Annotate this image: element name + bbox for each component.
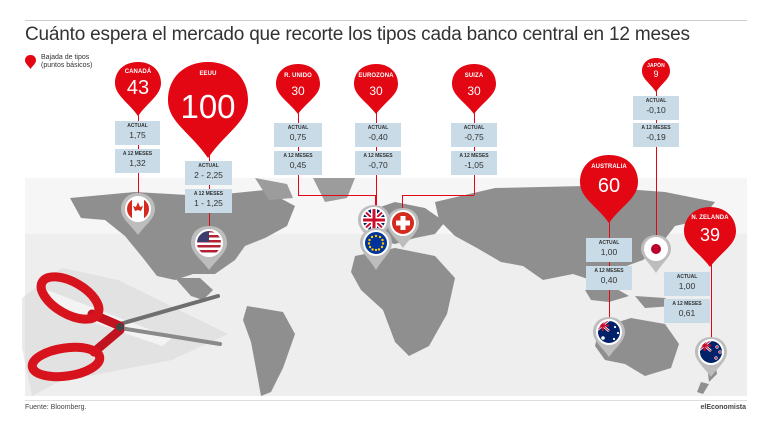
actual-label: ACTUAL [598, 240, 620, 246]
actual-label: ACTUAL [287, 125, 309, 131]
uk-rate-pin: R. UNIDO 30 [276, 64, 320, 114]
a12-label: A 12 MESES [641, 125, 671, 131]
page-title: Cuánto espera el mercado que recorte los… [25, 24, 690, 45]
a12-label: A 12 MESES [363, 153, 393, 159]
a12-label: A 12 MESES [193, 191, 224, 197]
japan-12m-value: -0,19 [646, 132, 666, 142]
canada-name: CANADÁ [124, 69, 152, 75]
uk-name: R. UNIDO [284, 73, 312, 79]
a12-label: A 12 MESES [122, 151, 153, 157]
australia-cut: 60 [597, 175, 621, 197]
japan-flag-pin [641, 235, 671, 273]
legend-label: Bajada de tipos (puntos básicos) [41, 54, 93, 69]
newzealand-flag-pin [695, 337, 727, 377]
swiss-connector-c [402, 195, 403, 215]
australia-actual-value: 1,00 [600, 247, 618, 257]
eurozone-12m-value: -0,70 [368, 160, 388, 170]
swiss-connector-b [402, 195, 474, 196]
swiss-actual-value: -0,75 [464, 132, 484, 142]
swiss-actual-box: ACTUAL -0,75 [451, 123, 497, 147]
uk-cut: 30 [291, 84, 305, 98]
scissors-icon [22, 268, 228, 396]
actual-label: ACTUAL [198, 163, 219, 169]
japan-connector [656, 80, 657, 240]
swiss-name: SUIZA [464, 73, 484, 79]
usa-actual-value: 2 - 2,25 [194, 170, 223, 180]
top-rule [25, 20, 747, 21]
japan-rate-pin: JAPÓN 9 [642, 58, 670, 92]
swiss-12m-box: A 12 MESES -1,05 [451, 151, 497, 175]
australia-actual-box: ACTUAL 1,00 [586, 238, 632, 262]
actual-label: ACTUAL [676, 274, 698, 280]
usa-12m-box: A 12 MESES 1 - 1,25 [185, 189, 232, 213]
usa-12m-value: 1 - 1,25 [194, 198, 223, 208]
eurozone-actual-box: ACTUAL -0,40 [355, 123, 401, 147]
a12-label: A 12 MESES [459, 153, 489, 159]
australia-12m-box: A 12 MESES 0,40 [586, 266, 632, 290]
usa-rate-pin: EEUU 100 [168, 62, 248, 158]
newzealand-12m-value: 0,61 [678, 308, 696, 318]
uk-actual-value: 0,75 [289, 132, 307, 142]
usa-name: EEUU [199, 71, 217, 77]
canada-rate-pin: CANADÁ 43 [115, 62, 161, 116]
swiss-12m-value: -1,05 [464, 160, 484, 170]
swiss-cut: 30 [467, 84, 481, 98]
uk-12m-box: A 12 MESES 0,45 [274, 151, 322, 175]
usa-flag-pin [191, 226, 227, 270]
australia-connector [609, 210, 610, 320]
australia-flag-pin [593, 317, 625, 357]
legend-pin-icon [25, 55, 36, 69]
canada-12m-value: 1,32 [129, 158, 146, 168]
a12-label: A 12 MESES [283, 153, 313, 159]
eurozone-12m-box: A 12 MESES -0,70 [355, 151, 401, 175]
japan-cut: 9 [653, 69, 659, 79]
brand-name: elEconomista [700, 404, 746, 411]
newzealand-cut: 39 [699, 225, 721, 245]
usa-connector [209, 140, 210, 234]
swiss-flag-pin [387, 208, 419, 248]
eurozone-flag-pin [360, 228, 392, 270]
australia-name: AUSTRALIA [591, 164, 627, 170]
a12-label: A 12 MESES [672, 301, 702, 307]
canada-cut: 43 [126, 77, 150, 99]
a12-label: A 12 MESES [594, 268, 624, 274]
japan-actual-value: -0,10 [646, 105, 666, 115]
actual-label: ACTUAL [367, 125, 389, 131]
uk-connector-a [298, 104, 299, 195]
uk-connector-c [375, 195, 376, 209]
canada-12m-box: A 12 MESES 1,32 [115, 149, 160, 173]
usa-cut: 100 [180, 88, 236, 125]
newzealand-actual-value: 1,00 [678, 281, 696, 291]
uk-12m-value: 0,45 [289, 160, 307, 170]
japan-12m-box: A 12 MESES -0,19 [633, 123, 679, 147]
actual-label: ACTUAL [127, 123, 148, 129]
australia-rate-pin: AUSTRALIA 60 [580, 155, 638, 223]
newzealand-actual-box: ACTUAL 1,00 [664, 272, 710, 296]
source-note: Fuente: Bloomberg. [25, 404, 87, 411]
usa-actual-box: ACTUAL 2 - 2,25 [185, 161, 232, 185]
canada-actual-value: 1,75 [129, 130, 146, 140]
uk-connector-b [298, 195, 375, 196]
uk-actual-box: ACTUAL 0,75 [274, 123, 322, 147]
swiss-connector-a [474, 104, 475, 195]
canada-flag-pin [121, 193, 155, 235]
canada-actual-box: ACTUAL 1,75 [115, 121, 160, 145]
newzealand-rate-pin: N. ZELANDA 39 [684, 207, 736, 267]
japan-actual-box: ACTUAL -0,10 [633, 96, 679, 120]
eurozone-cut: 30 [369, 84, 383, 98]
eurozone-name: EUROZONA [358, 73, 394, 79]
bottom-rule [25, 400, 747, 401]
australia-12m-value: 0,40 [600, 275, 618, 285]
swiss-rate-pin: SUIZA 30 [452, 64, 496, 114]
newzealand-connector [711, 252, 712, 342]
eurozone-rate-pin: EUROZONA 30 [354, 64, 398, 114]
japan-name: JAPÓN [647, 63, 665, 69]
actual-label: ACTUAL [645, 98, 667, 104]
actual-label: ACTUAL [463, 125, 485, 131]
newzealand-name: N. ZELANDA [691, 215, 729, 221]
newzealand-12m-box: A 12 MESES 0,61 [664, 299, 710, 323]
eurozone-actual-value: -0,40 [368, 132, 388, 142]
